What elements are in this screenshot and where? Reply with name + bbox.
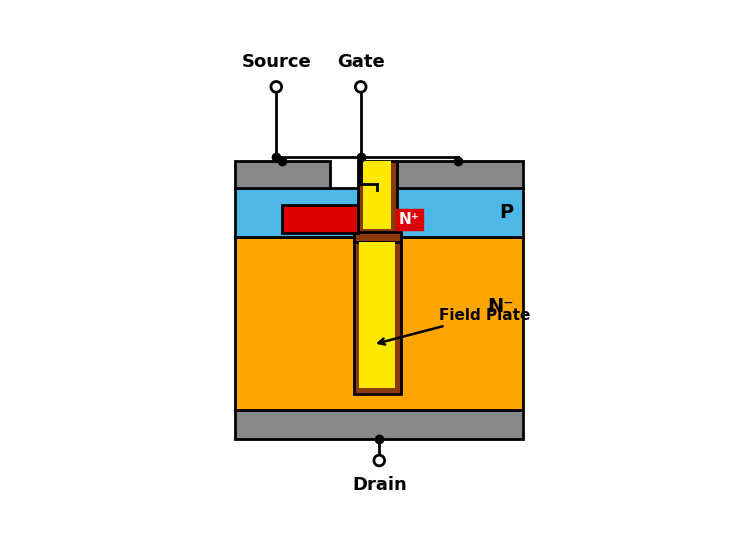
Bar	[392, 161, 523, 188]
Bar	[364, 161, 391, 230]
Bar	[235, 161, 330, 188]
Text: Source: Source	[241, 53, 311, 71]
Bar	[235, 237, 523, 410]
Text: Drain: Drain	[352, 476, 406, 494]
Text: N⁻: N⁻	[486, 297, 513, 316]
Text: Field Plate: Field Plate	[378, 308, 531, 345]
Bar	[359, 242, 395, 388]
Text: P: P	[499, 203, 513, 222]
Circle shape	[374, 455, 385, 466]
Bar	[353, 232, 401, 242]
Bar	[235, 188, 523, 237]
Circle shape	[355, 81, 366, 92]
Bar	[358, 161, 397, 235]
Bar	[283, 205, 358, 233]
Circle shape	[271, 81, 282, 92]
Text: Gate: Gate	[337, 53, 385, 71]
Bar	[353, 242, 401, 394]
Text: N⁺: N⁺	[399, 212, 420, 227]
Bar	[235, 410, 523, 439]
